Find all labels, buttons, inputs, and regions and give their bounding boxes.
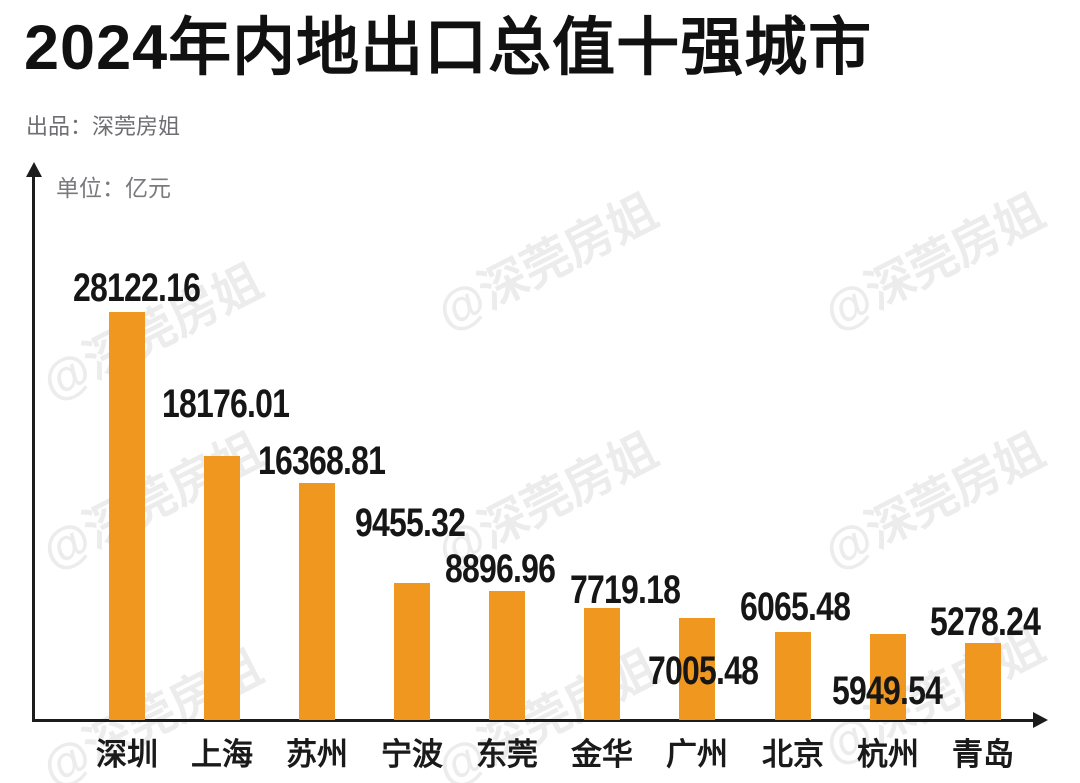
bar [775, 632, 811, 720]
bar [965, 643, 1001, 720]
city-label: 青岛 [952, 737, 1014, 772]
value-label: 9455.32 [355, 501, 466, 545]
bar [204, 456, 240, 720]
bar [870, 634, 906, 720]
city-label: 深圳 [96, 737, 158, 772]
bar [109, 312, 145, 720]
value-label: 7719.18 [570, 568, 681, 612]
unit-label: 单位：亿元 [56, 175, 171, 201]
bar [679, 618, 715, 720]
bar [584, 608, 620, 720]
value-label: 28122.16 [73, 266, 201, 310]
value-label: 5949.54 [832, 669, 943, 713]
bar [299, 483, 335, 720]
value-label: 8896.96 [445, 547, 556, 591]
watermark-text: @深莞房姐 [816, 185, 1053, 341]
value-label: 18176.01 [162, 382, 290, 426]
watermark-text: @深莞房姐 [429, 185, 666, 341]
page-title: 2024年内地出口总值十强城市 [24, 13, 873, 83]
value-label: 16368.81 [258, 439, 386, 483]
city-label: 北京 [762, 737, 824, 772]
y-axis-arrow-up-icon [26, 162, 42, 177]
byline-subtitle: 出品：深莞房姐 [26, 114, 181, 139]
bar [394, 583, 430, 720]
y-axis-line [32, 175, 35, 722]
city-label: 广州 [666, 737, 728, 772]
city-label: 苏州 [286, 737, 348, 772]
city-label: 上海 [191, 737, 253, 772]
watermark-text: @深莞房姐 [816, 424, 1053, 580]
bar [489, 591, 525, 720]
city-label: 东莞 [476, 737, 538, 772]
x-axis-arrow-right-icon [1033, 712, 1048, 728]
city-label: 杭州 [857, 737, 919, 772]
city-label: 金华 [571, 737, 633, 772]
value-label: 7005.48 [648, 649, 759, 693]
city-label: 宁波 [381, 737, 443, 772]
value-label: 5278.24 [930, 600, 1041, 644]
x-axis-line [32, 719, 1036, 722]
value-label: 6065.48 [740, 585, 851, 629]
